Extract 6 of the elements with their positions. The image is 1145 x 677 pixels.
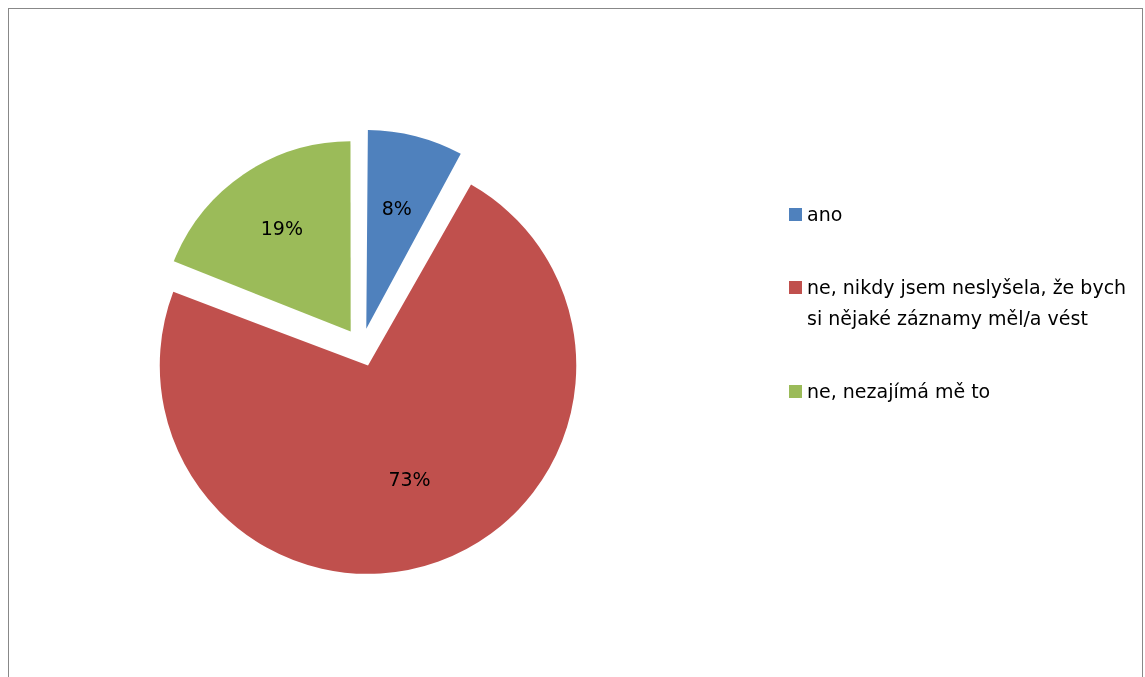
data-label: 19% xyxy=(260,217,303,240)
data-label: 73% xyxy=(388,467,431,490)
legend-label: ano xyxy=(807,202,843,227)
legend-label: ne, nikdy jsem neslyšela, že bych si nějaké záznamy měl/a vést xyxy=(807,275,1128,331)
data-label: 8% xyxy=(381,197,412,220)
legend-label: ne, nezajímá mě to xyxy=(807,379,991,404)
